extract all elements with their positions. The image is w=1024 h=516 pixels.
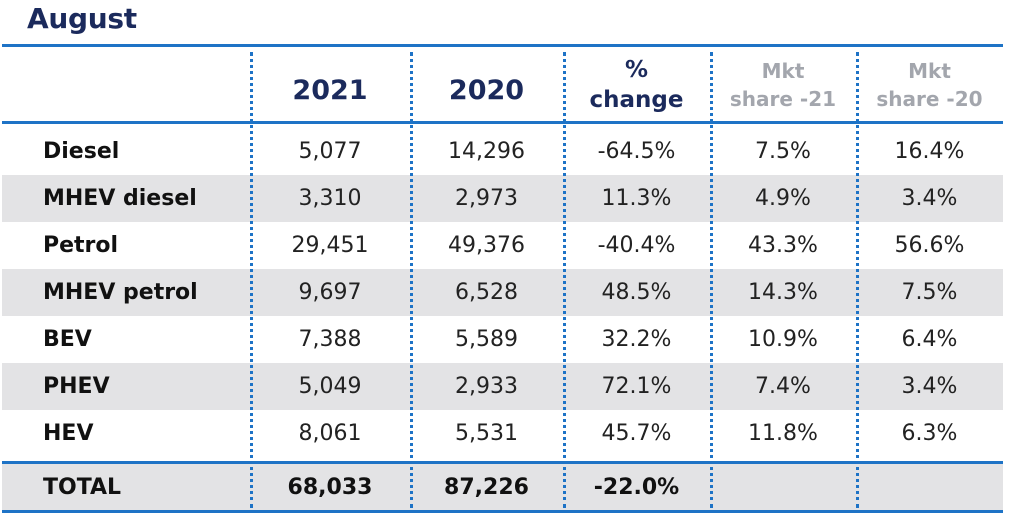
row-label: MHEV diesel (43, 186, 197, 211)
column-header-line1: Mkt (908, 58, 951, 83)
total-label: TOTAL (43, 474, 122, 500)
total-cell-y2021: 68,033 (287, 474, 373, 500)
table-cell-mkt20: 7.5% (901, 280, 958, 305)
table-cell-y2021: 5,049 (298, 374, 362, 399)
table-cell-change: 72.1% (601, 374, 672, 399)
total-row-shade (2, 464, 1003, 510)
header-bottom-rule (2, 121, 1003, 124)
table-cell-mkt21: 43.3% (748, 233, 818, 258)
table-cell-mkt21: 4.9% (755, 186, 811, 211)
table-cell-y2020: 5,589 (455, 327, 518, 352)
table-cell-change: -64.5% (597, 139, 676, 164)
row-shade (2, 269, 1003, 316)
column-separator (856, 52, 859, 508)
table-cell-change: 32.2% (601, 327, 672, 352)
column-header-line1: % (624, 56, 649, 83)
column-header-line2: share -21 (729, 86, 837, 111)
table-cell-mkt20: 6.4% (901, 327, 958, 352)
table-cell-y2020: 14,296 (448, 139, 525, 164)
column-header-y2021: 2021 (292, 75, 368, 106)
total-cell-mkt20 (856, 464, 1003, 510)
table-cell-y2020: 2,933 (455, 374, 518, 399)
table-cell-change: 45.7% (601, 421, 672, 446)
column-header-line2: share -20 (876, 86, 983, 111)
column-separator (410, 52, 413, 508)
table-cell-mkt21: 10.9% (748, 327, 818, 352)
total-cell-change: -22.0% (593, 474, 680, 500)
row-label: MHEV petrol (43, 280, 198, 305)
table-title: August (27, 2, 137, 35)
row-label: HEV (43, 421, 94, 446)
table-bottom-rule (2, 510, 1003, 513)
row-label: Diesel (43, 139, 120, 164)
table-cell-mkt20: 56.6% (894, 233, 965, 258)
table-cell-y2021: 3,310 (298, 186, 362, 211)
row-label: PHEV (43, 374, 110, 399)
column-separator (563, 52, 566, 508)
table-cell-y2021: 7,388 (298, 327, 362, 352)
table-cell-y2020: 6,528 (455, 280, 518, 305)
table-cell-y2021: 9,697 (298, 280, 362, 305)
total-cell-mkt21 (710, 464, 856, 510)
table-cell-y2021: 5,077 (298, 139, 362, 164)
table-cell-mkt21: 7.5% (755, 139, 811, 164)
column-header-change: % change (563, 48, 710, 121)
total-cell-y2020: 87,226 (444, 474, 529, 500)
table-cell-y2020: 49,376 (448, 233, 525, 258)
table-cell-y2020: 5,531 (455, 421, 518, 446)
row-shade (2, 363, 1003, 410)
column-separator (250, 52, 253, 508)
column-header-mkt21: Mkt share -21 (710, 48, 856, 127)
row-label: BEV (43, 327, 92, 352)
table-cell-mkt20: 3.4% (901, 186, 958, 211)
table-cell-change: 11.3% (601, 186, 672, 211)
column-header-line1: Mkt (761, 58, 805, 83)
table-cell-mkt20: 16.4% (894, 139, 965, 164)
table-cell-y2021: 8,061 (298, 421, 362, 446)
header-top-rule (2, 44, 1003, 47)
total-top-rule (2, 461, 1003, 464)
table-cell-mkt21: 11.8% (748, 421, 818, 446)
table-cell-mkt20: 6.3% (901, 421, 958, 446)
row-shade (2, 175, 1003, 222)
table-cell-change: 48.5% (601, 280, 672, 305)
column-header-y2020: 2020 (448, 75, 525, 106)
table-cell-y2020: 2,973 (455, 186, 518, 211)
column-header-mkt20: Mkt share -20 (856, 48, 1003, 127)
table-cell-mkt20: 3.4% (901, 374, 958, 399)
table-cell-change: -40.4% (597, 233, 676, 258)
column-header-line2: change (589, 86, 684, 113)
table-cell-y2021: 29,451 (291, 233, 369, 258)
table-cell-mkt21: 7.4% (755, 374, 811, 399)
table-cell-mkt21: 14.3% (748, 280, 818, 305)
column-separator (710, 52, 713, 508)
row-label: Petrol (43, 233, 119, 258)
